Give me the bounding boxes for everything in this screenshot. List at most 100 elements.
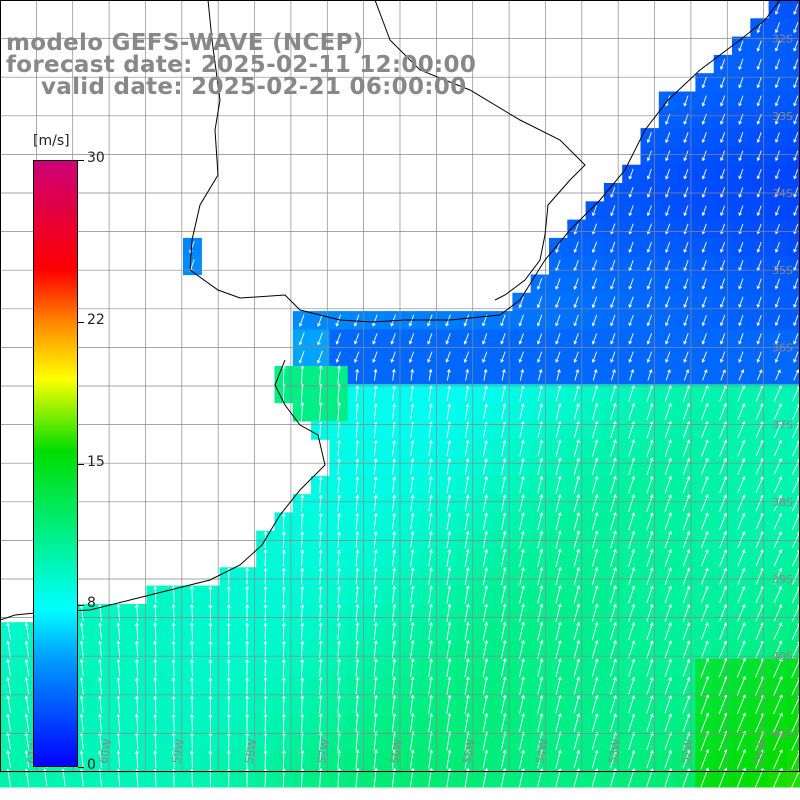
wind-arrow — [628, 585, 636, 604]
wind-arrow — [628, 205, 634, 217]
wind-arrow — [628, 695, 636, 714]
wind-arrow — [793, 315, 799, 327]
wind-arrow — [755, 512, 764, 530]
wind-arrow — [318, 401, 323, 421]
wind-arrow — [682, 549, 691, 567]
wind-arrow — [701, 278, 707, 290]
wind-arrow — [446, 694, 452, 714]
wind-arrow — [537, 512, 544, 531]
wind-arrow — [664, 585, 672, 604]
wind-arrow — [737, 549, 746, 567]
wind-arrow — [755, 476, 764, 494]
wind-arrow — [116, 658, 121, 677]
wind-arrow — [701, 333, 707, 345]
wind-arrow — [737, 585, 746, 604]
wind-arrow — [373, 368, 378, 381]
wind-arrow — [793, 333, 799, 345]
wind-arrow — [391, 658, 397, 677]
wind-arrow — [738, 314, 744, 327]
wind-arrow — [318, 731, 323, 751]
wind-arrow — [501, 439, 507, 457]
wind-arrow — [719, 457, 728, 475]
wind-arrow — [134, 640, 139, 659]
wind-arrow — [719, 530, 728, 549]
wind-arrow — [682, 475, 691, 494]
wind-arrow — [682, 567, 691, 585]
wind-arrow — [756, 132, 762, 144]
wind-arrow — [556, 368, 561, 381]
wind-arrow — [226, 604, 231, 622]
wind-arrow — [573, 314, 579, 327]
wind-cell — [786, 237, 800, 257]
wind-arrow — [591, 314, 598, 327]
wind-arrow — [738, 58, 744, 71]
wind-arrow — [300, 365, 305, 385]
wind-arrow — [318, 603, 323, 622]
wind-arrow — [226, 677, 231, 695]
wind-arrow — [482, 585, 489, 604]
wind-arrow — [610, 314, 616, 327]
wind-arrow — [318, 658, 323, 677]
wind-arrow — [281, 604, 286, 622]
wind-arrow — [646, 695, 654, 714]
wind-arrow — [372, 351, 378, 363]
wind-arrow — [646, 493, 654, 512]
wind-arrow — [446, 548, 452, 567]
wind-arrow — [245, 749, 250, 769]
wind-arrow — [756, 40, 762, 52]
wind-arrow — [700, 494, 709, 512]
wind-arrow — [391, 567, 397, 585]
wind-arrow — [537, 713, 544, 732]
wind-arrow — [536, 296, 543, 309]
wind-arrow — [700, 675, 710, 696]
wind-arrow — [446, 476, 452, 493]
wind-arrow — [701, 402, 709, 421]
wind-arrow — [664, 640, 672, 659]
wind-arrow — [756, 296, 762, 308]
wind-arrow — [738, 296, 744, 308]
wind-arrow — [664, 695, 673, 714]
wind-arrow — [646, 622, 654, 640]
wind-arrow — [500, 314, 506, 327]
wind-arrow — [408, 351, 415, 363]
wind-arrow — [410, 639, 415, 659]
latitude-label: 34S — [772, 187, 793, 200]
wind-arrow — [300, 549, 305, 567]
wind-arrow — [428, 512, 433, 530]
wind-arrow — [609, 713, 617, 732]
wind-arrow — [719, 314, 726, 327]
wind-arrow — [573, 333, 579, 345]
wind-arrow — [793, 187, 799, 198]
wind-arrow — [300, 640, 305, 659]
wind-arrow — [646, 314, 653, 327]
wind-arrow — [171, 658, 176, 677]
wind-arrow — [773, 494, 783, 512]
wind-arrow — [773, 512, 783, 530]
wind-arrow — [665, 314, 671, 327]
wind-arrow — [646, 439, 654, 457]
wind-arrow — [519, 621, 525, 641]
wind-arrow — [628, 530, 636, 549]
wind-arrow — [683, 187, 689, 198]
wind-arrow — [683, 369, 690, 381]
wind-arrow — [664, 622, 672, 640]
wind-arrow — [518, 333, 524, 345]
wind-arrow — [391, 712, 397, 733]
wind-arrow — [428, 621, 433, 641]
wind-arrow — [664, 475, 672, 494]
wind-arrow — [410, 712, 415, 733]
wind-arrow — [500, 333, 506, 345]
wind-arrow — [773, 384, 783, 402]
wind-arrow — [446, 676, 452, 696]
wind-arrow — [337, 713, 342, 732]
wind-arrow — [116, 640, 121, 659]
wind-arrow — [519, 639, 525, 659]
wind-arrow — [701, 187, 707, 198]
wind-arrow — [298, 350, 305, 364]
wind-arrow — [373, 458, 378, 475]
wind-arrow — [700, 622, 709, 640]
wind-arrow — [773, 749, 783, 770]
wind-arrow — [464, 676, 470, 696]
wind-arrow — [464, 639, 470, 659]
wind-arrow — [300, 494, 305, 512]
